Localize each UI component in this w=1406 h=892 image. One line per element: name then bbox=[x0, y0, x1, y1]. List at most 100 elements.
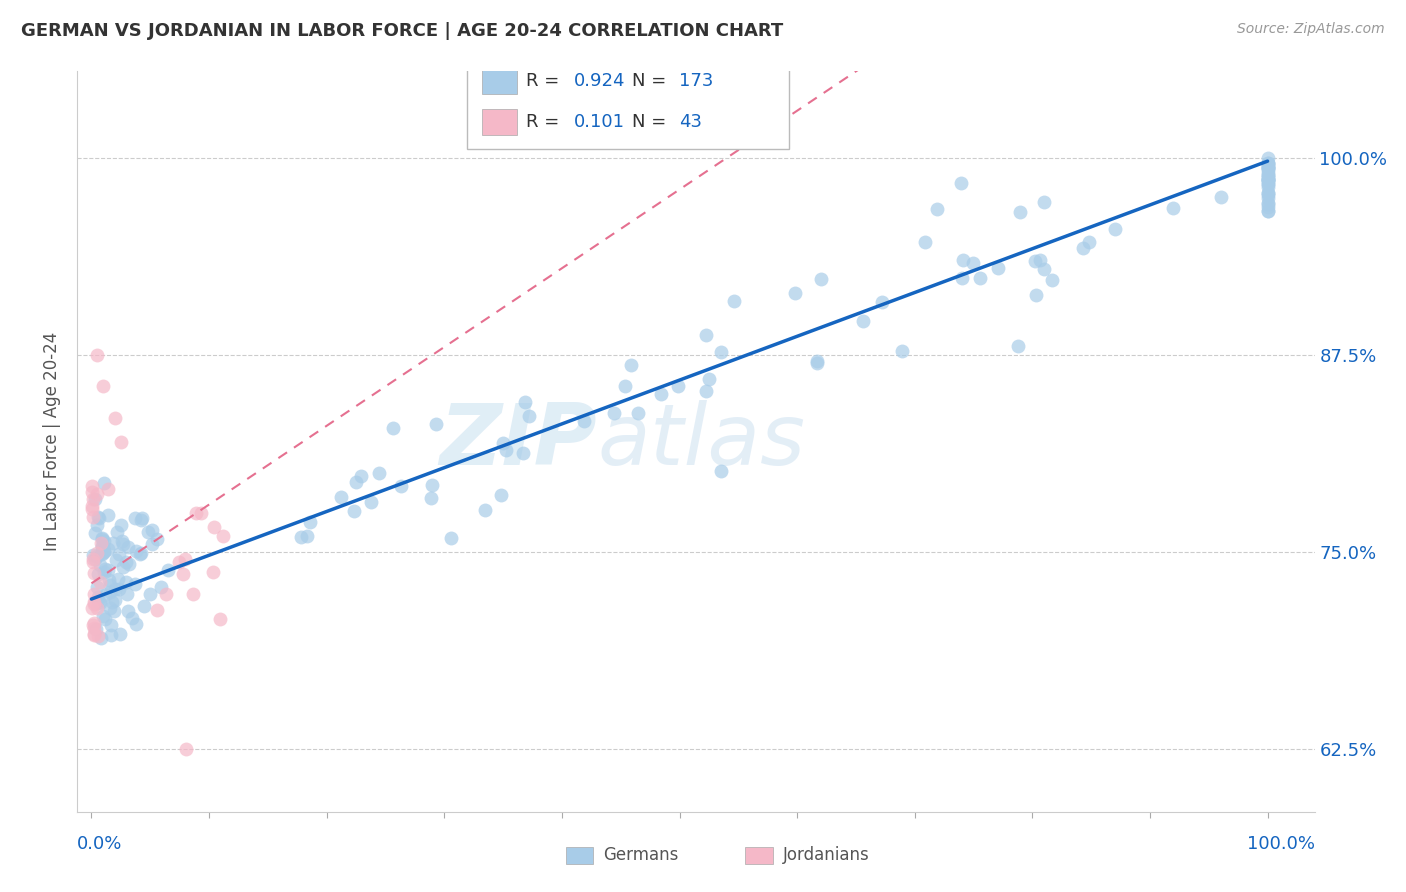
Point bbox=[299, 515, 322, 529]
Point bbox=[124, 577, 146, 591]
Point bbox=[83, 628, 105, 642]
Text: Jordanians: Jordanians bbox=[783, 846, 869, 863]
Point bbox=[425, 417, 447, 431]
Point bbox=[1163, 202, 1185, 216]
Text: 0.0%: 0.0% bbox=[77, 835, 122, 854]
Point bbox=[86, 601, 108, 615]
Point bbox=[141, 524, 163, 538]
Point bbox=[82, 484, 104, 499]
Point bbox=[94, 561, 117, 575]
Point bbox=[492, 436, 515, 450]
Point bbox=[1257, 151, 1279, 165]
Point bbox=[1257, 203, 1279, 218]
Point bbox=[1257, 172, 1279, 186]
Point bbox=[87, 590, 110, 604]
Point bbox=[103, 604, 125, 618]
Point bbox=[93, 545, 115, 559]
Text: R =: R = bbox=[526, 113, 571, 131]
Point bbox=[1007, 339, 1029, 353]
Point bbox=[174, 741, 197, 756]
Point bbox=[82, 552, 104, 566]
Point bbox=[211, 529, 233, 543]
Point bbox=[1257, 171, 1279, 186]
Point bbox=[117, 540, 139, 554]
Text: Germans: Germans bbox=[603, 846, 679, 863]
FancyBboxPatch shape bbox=[567, 847, 593, 863]
Point bbox=[112, 536, 135, 550]
Point bbox=[201, 565, 224, 579]
FancyBboxPatch shape bbox=[745, 847, 773, 863]
Point bbox=[82, 510, 104, 524]
Point bbox=[139, 586, 162, 600]
Point bbox=[86, 580, 108, 594]
Point bbox=[1257, 191, 1279, 205]
Point bbox=[97, 508, 120, 523]
Point bbox=[111, 559, 134, 574]
Point bbox=[86, 546, 108, 560]
Point bbox=[110, 434, 132, 449]
Text: ZIP: ZIP bbox=[439, 400, 598, 483]
Point bbox=[1025, 288, 1047, 302]
Point bbox=[98, 573, 121, 587]
Text: 0.924: 0.924 bbox=[574, 72, 626, 90]
Point bbox=[440, 532, 463, 546]
Point bbox=[91, 540, 114, 554]
Point bbox=[1257, 196, 1279, 211]
Point bbox=[1257, 200, 1279, 214]
Point bbox=[695, 328, 717, 343]
Point bbox=[167, 555, 190, 569]
Point bbox=[1257, 159, 1279, 173]
Point bbox=[613, 378, 636, 392]
Point bbox=[86, 348, 108, 362]
Point bbox=[382, 421, 405, 435]
Point bbox=[117, 604, 139, 618]
Point bbox=[710, 344, 733, 359]
Point bbox=[190, 506, 212, 520]
Point bbox=[1257, 177, 1279, 191]
FancyBboxPatch shape bbox=[482, 68, 516, 94]
Point bbox=[111, 533, 134, 548]
Point bbox=[1257, 177, 1279, 191]
Point bbox=[1209, 190, 1232, 204]
Point bbox=[82, 479, 104, 493]
Point bbox=[1257, 174, 1279, 188]
Point bbox=[108, 582, 131, 597]
Point bbox=[723, 293, 745, 308]
Point bbox=[83, 566, 105, 580]
Point bbox=[181, 587, 204, 601]
Point bbox=[87, 509, 110, 524]
Point bbox=[1257, 180, 1279, 194]
Point bbox=[360, 495, 382, 509]
Text: 173: 173 bbox=[679, 72, 713, 90]
Point bbox=[344, 475, 367, 489]
Point bbox=[146, 602, 169, 616]
Point bbox=[131, 513, 153, 527]
Point bbox=[91, 609, 114, 624]
Point bbox=[108, 627, 131, 641]
Point bbox=[650, 387, 672, 401]
Point bbox=[86, 487, 108, 501]
Point bbox=[93, 565, 115, 579]
Point bbox=[115, 575, 138, 590]
Point bbox=[420, 478, 443, 492]
Point bbox=[141, 536, 163, 550]
Point bbox=[83, 627, 105, 641]
Point bbox=[1257, 161, 1279, 175]
Point bbox=[84, 551, 107, 566]
Point bbox=[1033, 262, 1056, 277]
Point bbox=[150, 580, 173, 594]
Point bbox=[91, 540, 114, 554]
Point bbox=[785, 286, 807, 301]
Point bbox=[806, 353, 828, 368]
Point bbox=[710, 464, 733, 478]
Point bbox=[343, 504, 366, 518]
Point bbox=[695, 384, 717, 398]
Point bbox=[82, 549, 104, 563]
Point bbox=[626, 406, 648, 420]
Point bbox=[82, 491, 104, 506]
Text: Source: ZipAtlas.com: Source: ZipAtlas.com bbox=[1237, 22, 1385, 37]
Point bbox=[98, 601, 121, 615]
Point bbox=[89, 594, 111, 608]
Point bbox=[157, 563, 180, 577]
Point bbox=[1071, 241, 1094, 255]
